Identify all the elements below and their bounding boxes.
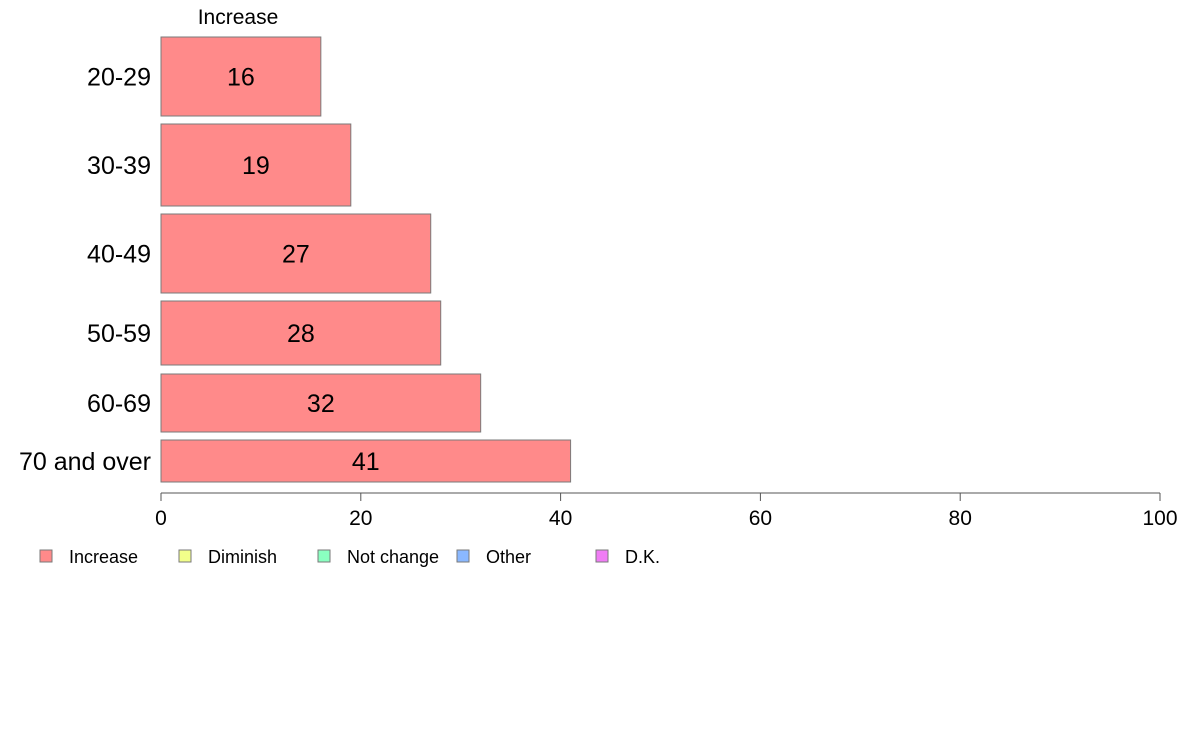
- legend-label: Other: [486, 547, 531, 567]
- category-label: 50-59: [87, 320, 151, 348]
- bar: [160, 300, 442, 366]
- x-tick-label: 60: [749, 507, 772, 530]
- bar: [160, 439, 572, 483]
- bar-value-label: 28: [287, 320, 315, 348]
- bar: [160, 373, 482, 433]
- bar-value-label: 27: [282, 241, 310, 269]
- bar: [160, 123, 352, 207]
- x-tick-label: 0: [155, 507, 167, 530]
- category-label: 70 and over: [19, 448, 151, 476]
- legend-swatch: [178, 549, 192, 563]
- x-tick-label: 20: [349, 507, 372, 530]
- legend-swatch: [595, 549, 609, 563]
- legend-swatch: [317, 549, 331, 563]
- bar: [160, 36, 322, 117]
- legend-label: Increase: [69, 547, 138, 567]
- x-tick-label: 100: [1142, 507, 1177, 530]
- bar-value-label: 32: [307, 390, 335, 418]
- bar-value-label: 41: [352, 448, 380, 476]
- category-label: 30-39: [87, 152, 151, 180]
- category-label: 20-29: [87, 64, 151, 92]
- legend-label: Diminish: [208, 547, 277, 567]
- x-tick-label: 40: [549, 507, 572, 530]
- category-label: 40-49: [87, 241, 151, 269]
- legend-label: D.K.: [625, 547, 660, 567]
- bar-value-label: 16: [227, 64, 255, 92]
- legend-label: Not change: [347, 547, 439, 567]
- category-label: 60-69: [87, 390, 151, 418]
- legend-swatch: [39, 549, 53, 563]
- series-title: Increase: [198, 6, 279, 29]
- bar: [160, 213, 432, 294]
- bar-value-label: 19: [242, 152, 270, 180]
- x-tick-label: 80: [949, 507, 972, 530]
- legend-swatch: [456, 549, 470, 563]
